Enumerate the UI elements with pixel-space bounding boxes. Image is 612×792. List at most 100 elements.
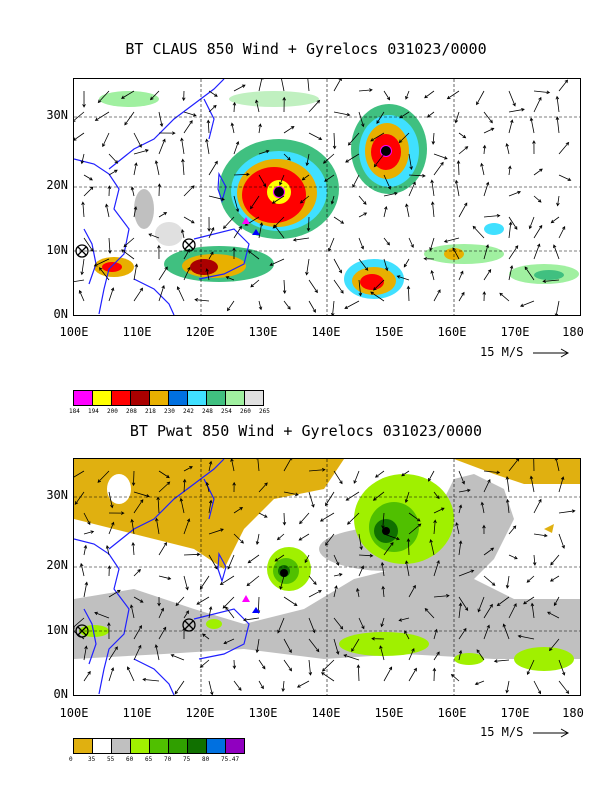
wind-arrow xyxy=(533,168,543,176)
wind-arrow xyxy=(452,247,460,260)
colorbar-swatch xyxy=(188,391,207,405)
wind-arrow xyxy=(301,174,310,181)
colorbar-label: 208 xyxy=(126,408,137,415)
colorbar-swatch xyxy=(150,391,169,405)
wind-arrow xyxy=(158,575,172,580)
wind-arrow xyxy=(483,470,501,475)
wind-arrow xyxy=(508,165,512,176)
wind-arrow xyxy=(358,279,363,297)
wind-arrow xyxy=(344,300,360,309)
wind-arrow xyxy=(258,174,267,188)
wind-arrow xyxy=(396,275,410,281)
panel2-lon-110e: 110E xyxy=(122,706,152,720)
colorbar-swatch xyxy=(207,391,226,405)
wind-arrow xyxy=(380,617,385,628)
colorbar-swatch xyxy=(93,391,112,405)
wind-arrow xyxy=(83,544,88,556)
wind-arrow xyxy=(383,174,391,190)
wind-arrow xyxy=(356,587,360,598)
wind-arrow xyxy=(458,488,471,493)
wind-arrow xyxy=(279,575,285,590)
wind-arrow xyxy=(307,79,310,92)
wind-arrow xyxy=(258,123,262,134)
colorbar-swatch xyxy=(112,391,131,405)
wind-arrow xyxy=(255,99,260,113)
wind-arrow xyxy=(379,645,385,661)
wind-arrow xyxy=(181,158,185,176)
wind-arrow xyxy=(269,258,285,266)
wind-arrow xyxy=(233,680,242,691)
panel1-scale: 15 M/S xyxy=(480,345,571,359)
panel2-lon-170e: 170E xyxy=(500,706,530,720)
wind-arrow xyxy=(558,225,566,239)
wind-arrow xyxy=(483,603,493,619)
colorbar-label: 218 xyxy=(145,408,156,415)
wind-arrow xyxy=(281,680,285,692)
wind-arrow xyxy=(403,258,410,268)
wind-arrow xyxy=(383,541,394,556)
wind-arrow xyxy=(519,300,535,307)
wind-arrow xyxy=(405,90,410,100)
wind-arrow xyxy=(283,638,292,654)
wind-arrow xyxy=(133,162,138,176)
wind-arrow xyxy=(352,174,360,188)
colorbar-swatch xyxy=(112,739,131,753)
wind-arrow xyxy=(426,111,435,118)
wind-arrow xyxy=(308,279,318,294)
colorbar-swatch xyxy=(74,391,93,405)
wind-arrow xyxy=(429,539,435,556)
wind-arrow xyxy=(429,237,435,252)
wind-arrow xyxy=(482,291,487,302)
wind-arrow xyxy=(428,470,435,482)
wind-arrow xyxy=(233,507,244,514)
wind-arrow xyxy=(483,478,491,493)
wind-arrow xyxy=(408,174,426,178)
wind-arrow xyxy=(381,585,385,598)
wind-arrow xyxy=(383,205,388,218)
wind-arrow xyxy=(533,96,542,113)
panel1-lon-110e: 110E xyxy=(122,325,152,339)
wind-arrow xyxy=(458,504,463,514)
wind-arrow xyxy=(482,144,487,155)
wind-arrow xyxy=(477,596,485,613)
colorbar-label: 248 xyxy=(202,408,213,415)
colorbar-label: 75.47 xyxy=(221,756,240,763)
wind-arrow xyxy=(258,79,264,92)
reference-arrow-icon xyxy=(532,348,569,357)
wind-arrow xyxy=(376,111,385,124)
wind-arrow xyxy=(180,229,185,239)
wind-arrow xyxy=(176,286,185,302)
wind-arrow xyxy=(233,533,244,544)
wind-arrow xyxy=(483,624,490,640)
gyre-markers xyxy=(75,527,390,638)
wind-arrow xyxy=(183,266,191,281)
wind-arrow xyxy=(158,111,164,128)
wind-arrow xyxy=(370,291,385,302)
wind-arrow xyxy=(133,287,143,302)
wind-arrow xyxy=(108,646,118,661)
colorbar-label: 242 xyxy=(183,408,194,415)
wind-arrow xyxy=(283,126,295,134)
wind-arrow xyxy=(305,258,310,276)
wind-arrow xyxy=(508,265,514,281)
wind-arrow xyxy=(406,538,411,556)
wind-arrow xyxy=(121,249,135,260)
colorbar-swatch xyxy=(188,739,207,753)
wind-arrow xyxy=(306,216,311,232)
panel1-lon-160e: 160E xyxy=(437,325,467,339)
wind-arrow xyxy=(508,119,514,134)
panel1-lon-180: 180 xyxy=(562,325,584,339)
wind-arrow xyxy=(483,181,490,197)
wind-arrow xyxy=(108,521,115,535)
wind-arrow xyxy=(353,470,360,484)
wind-arrow xyxy=(493,659,510,663)
wind-arrow xyxy=(558,174,572,181)
wind-arrow xyxy=(432,667,437,682)
coastlines xyxy=(74,459,250,695)
wind-arrow xyxy=(83,670,91,682)
wind-arrow xyxy=(97,90,110,104)
wind-arrow xyxy=(550,554,560,566)
wind-arrow xyxy=(74,617,85,629)
wind-arrow xyxy=(133,499,144,514)
wind-arrow xyxy=(131,542,135,556)
